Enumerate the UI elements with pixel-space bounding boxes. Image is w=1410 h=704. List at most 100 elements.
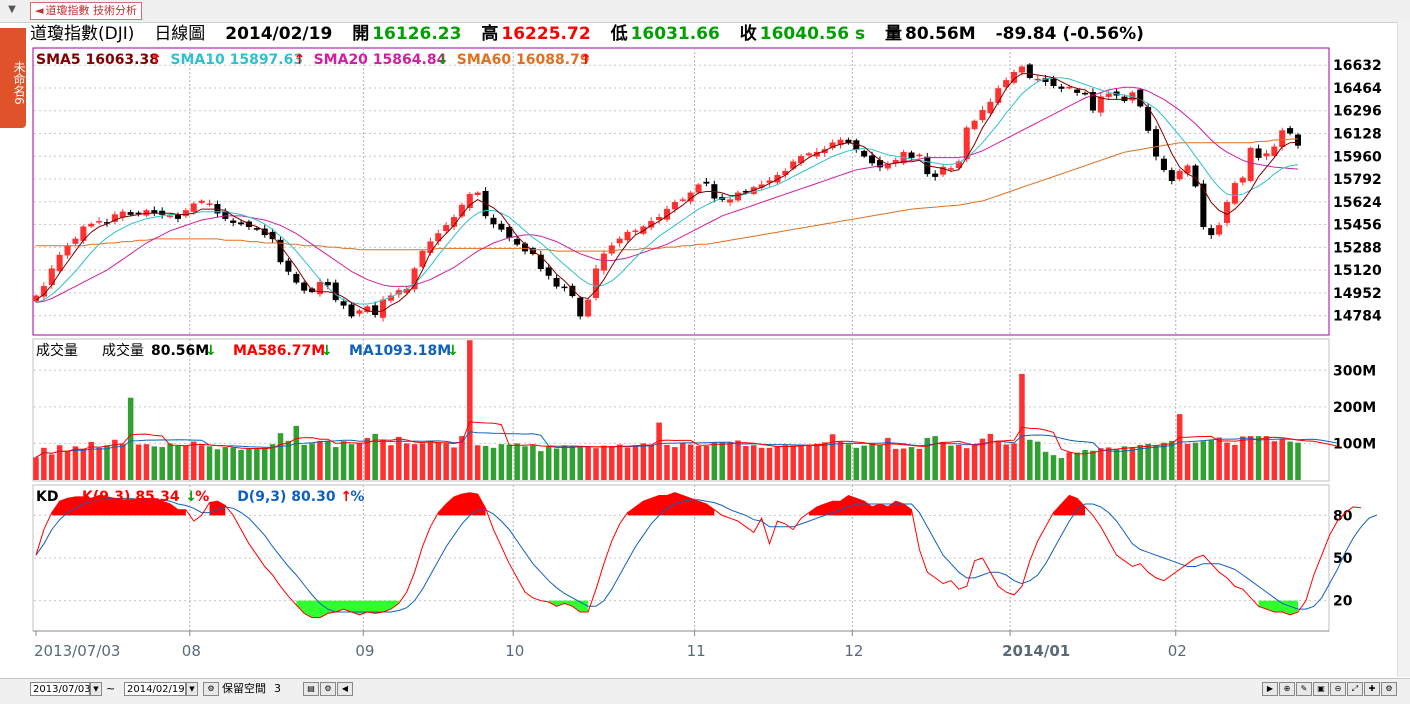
price-tick-label: 15456 [1333,218,1382,234]
candle-down [340,301,347,306]
candle-up [1231,183,1238,204]
volume-bar-up [821,442,828,480]
volume-legend-label: 成交量 [102,342,144,359]
volume-bar-up [672,447,678,480]
tab-technical-analysis[interactable]: ◄ 道瓊指數 技術分析 [30,2,142,20]
fit-icon[interactable]: ⤢ [1347,682,1363,696]
volume-ma5-line [35,421,1338,458]
volume-bar-up [396,436,402,480]
volume-bar-up [956,444,962,480]
kd-legend-arrow: ↓ [185,489,197,505]
x-axis-month-label: 2014/01 [1002,642,1070,660]
volume-bar-down [1058,458,1065,480]
candle-up [190,203,197,212]
candle-up [656,216,663,220]
right-scroll-rail[interactable] [1397,22,1410,677]
candle-down [1026,64,1033,78]
print-icon[interactable]: ▣ [1313,682,1329,696]
scroll-left-button[interactable]: ◀ [337,682,353,696]
candle-down [324,282,331,286]
volume-bar-up [183,445,189,480]
volume-bar-up [979,438,986,480]
menu-dropdown-icon[interactable]: ▼ [8,4,16,15]
kd-oversold-fill [1258,600,1298,615]
volume-bar-up [1247,436,1254,480]
settings-icon[interactable]: ⚙ [1381,682,1397,696]
candle-down [1160,158,1167,171]
crosshair-icon[interactable]: ✚ [1364,682,1380,696]
candle-up [971,120,978,130]
candle-up [198,200,205,203]
volume-bar-down [861,445,867,480]
volume-bar-up [758,447,765,480]
candle-up [395,290,402,295]
volume-bar-down [372,433,378,480]
candle-down [932,173,939,177]
start-date-dropdown-icon[interactable]: ▼ [90,682,102,696]
candle-up [380,299,387,318]
volume-bar-up [1263,436,1270,480]
price-tick-label: 15624 [1333,195,1382,211]
candle-down [514,238,521,245]
high-value: 16225.72 [501,24,591,44]
volume-bar-down [711,441,718,480]
volume-bar-down [553,448,560,480]
end-date-input[interactable]: 2014/02/19 [124,682,186,696]
x-axis-month-label: 10 [505,642,524,660]
volume-bar-down [206,446,213,480]
low-label: 低 [610,24,628,44]
candle-up [1279,130,1286,148]
volume-bar-down [127,397,134,480]
candle-up [829,142,836,149]
tool-icon[interactable]: ✎ [1296,682,1312,696]
volume-ma10-line [35,431,1338,458]
quote-date: 2014/02/19 [225,24,333,44]
volume-bar-up [916,448,923,480]
candle-down [908,152,915,158]
volume-bar-down [853,447,860,480]
zoom-out-icon[interactable]: ⊖ [1330,682,1346,696]
volume-bar-down [246,448,252,480]
volume-bar-up [790,445,796,480]
volume-bar-down [285,440,292,480]
volume-bar-up [1232,444,1238,480]
start-date-input[interactable]: 2013/07/03 [30,682,91,696]
volume-bar-down [1121,446,1128,480]
volume-bar-up [648,444,654,480]
zoom-in-icon[interactable]: ⊕ [1279,682,1295,696]
scroll-right-button[interactable]: ▶ [1262,682,1278,696]
candle-up [687,192,694,202]
candle-up [72,238,79,244]
volume-bar-down [261,447,268,480]
candle-down [498,223,505,230]
candle-up [88,223,95,227]
volume-bar-down [908,447,915,480]
candle-up [111,214,118,222]
candle-up [1247,147,1254,181]
volume-bar-up [380,440,386,480]
volume-bar-up [900,448,907,480]
apply-range-icon[interactable]: ⚙ [203,682,219,696]
candle-down [1192,165,1199,187]
side-tab-unnamed[interactable]: 未命名6 [0,28,26,128]
end-date-dropdown-icon[interactable]: ▼ [186,682,198,696]
grid-settings-icon[interactable]: ▤ [303,682,319,696]
candle-down [1153,129,1160,157]
keep-space-input[interactable]: 3 [274,682,281,695]
volume-bar-up [1216,437,1222,480]
volume-bar-down [159,447,165,480]
volume-bar-up [995,440,1002,480]
volume-bar-up [443,443,449,480]
volume-bar-down [561,445,568,480]
volume-bar-up [1224,442,1230,480]
candle-up [64,245,71,256]
volume-bar-down [1027,439,1033,480]
volume-bar-up [680,443,686,480]
volume-tick-label: 100M [1333,436,1376,452]
volume-bar-down [230,447,236,480]
volume-bar-down [845,444,852,480]
apply-settings-icon[interactable]: ⚙ [320,682,336,696]
volume-bar-up [388,445,394,480]
volume-bar-up [56,445,63,480]
volume-legend-value: 86.77M [267,343,325,359]
